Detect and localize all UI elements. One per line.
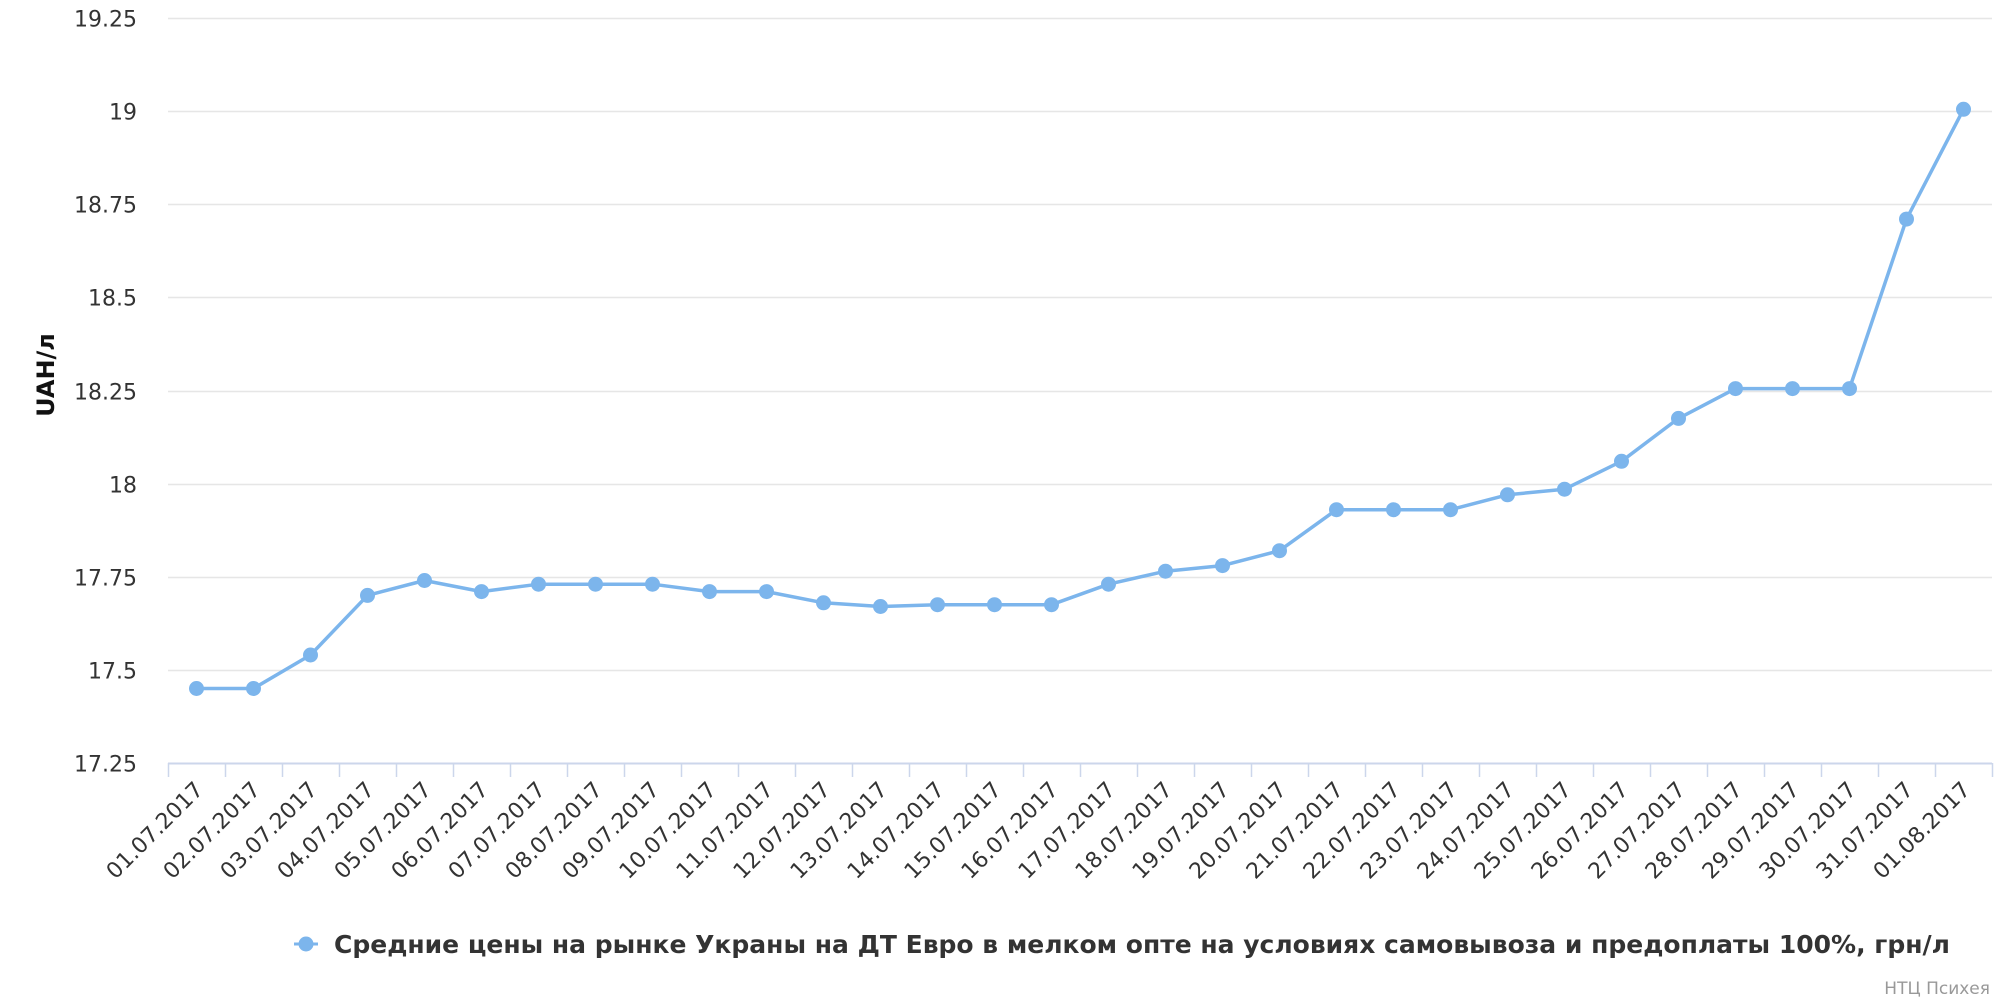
- data-point-02.07.2017[interactable]: [246, 681, 261, 696]
- data-point-03.07.2017[interactable]: [303, 647, 318, 663]
- legend-item-label[interactable]: Средние цены на рынке Укрaны на ДТ Евро …: [334, 930, 1950, 959]
- grid-lines: [168, 17, 1992, 672]
- data-point-31.07.2017[interactable]: [1899, 211, 1914, 227]
- x-axis: [167, 762, 1994, 777]
- data-point-27.07.2017[interactable]: [1671, 410, 1686, 426]
- y-axis-title: UAH/л: [32, 333, 60, 417]
- data-point-20.07.2017[interactable]: [1272, 543, 1287, 559]
- data-point-05.07.2017[interactable]: [417, 573, 432, 588]
- data-point-23.07.2017[interactable]: [1443, 502, 1458, 518]
- data-point-29.07.2017[interactable]: [1785, 381, 1800, 397]
- data-point-30.07.2017[interactable]: [1842, 381, 1857, 397]
- y-tick-label-3: 18: [109, 474, 137, 499]
- y-tick-label-8: 19.25: [74, 8, 137, 33]
- data-point-10.07.2017[interactable]: [702, 584, 717, 600]
- data-point-13.07.2017[interactable]: [873, 599, 888, 614]
- data-point-26.07.2017[interactable]: [1614, 453, 1629, 469]
- legend[interactable]: Средние цены на рынке Укрaны на ДТ Евро …: [294, 930, 1950, 959]
- series-group: [189, 101, 1971, 696]
- data-point-14.07.2017[interactable]: [930, 597, 945, 613]
- data-point-11.07.2017[interactable]: [759, 584, 774, 600]
- data-point-06.07.2017[interactable]: [474, 584, 489, 600]
- data-point-25.07.2017[interactable]: [1557, 481, 1572, 497]
- y-tick-label-1: 17.5: [88, 660, 137, 685]
- y-tick-label-0: 17.25: [74, 753, 137, 778]
- data-point-01.07.2017[interactable]: [189, 681, 204, 696]
- y-tick-label-6: 18.75: [74, 194, 137, 219]
- y-axis-ticks: 17.25 17.5 17.75 18 18.25 18.5 18.75 19 19.25: [74, 8, 137, 778]
- data-point-09.07.2017[interactable]: [645, 576, 660, 592]
- data-point-17.07.2017[interactable]: [1101, 576, 1116, 592]
- y-tick-label-2: 17.75: [74, 567, 137, 592]
- x-axis-ticks: 01.07.201702.07.201703.07.201704.07.2017…: [102, 778, 1976, 885]
- data-point-04.07.2017[interactable]: [360, 587, 375, 603]
- data-point-19.07.2017[interactable]: [1215, 558, 1230, 574]
- data-point-28.07.2017[interactable]: [1728, 381, 1743, 397]
- data-point-12.07.2017[interactable]: [816, 595, 831, 611]
- series-line-0: [194, 107, 1966, 691]
- y-tick-label-7: 19: [109, 101, 137, 126]
- x-tick-label-0: 01.07.2017: [102, 778, 209, 885]
- data-point-16.07.2017[interactable]: [1044, 597, 1059, 613]
- data-point-18.07.2017[interactable]: [1158, 563, 1173, 579]
- data-point-24.07.2017[interactable]: [1500, 487, 1515, 503]
- y-tick-label-5: 18.5: [88, 287, 137, 312]
- credits-text: НТЦ Психея: [1884, 979, 1990, 999]
- legend-marker-symbol: [298, 936, 314, 952]
- y-tick-label-4: 18.25: [74, 381, 137, 406]
- data-point-22.07.2017[interactable]: [1386, 502, 1401, 518]
- data-point-01.08.2017[interactable]: [1956, 101, 1971, 117]
- data-point-21.07.2017[interactable]: [1329, 502, 1344, 518]
- data-point-08.07.2017[interactable]: [588, 576, 603, 592]
- data-point-15.07.2017[interactable]: [987, 597, 1002, 613]
- data-point-07.07.2017[interactable]: [531, 576, 546, 592]
